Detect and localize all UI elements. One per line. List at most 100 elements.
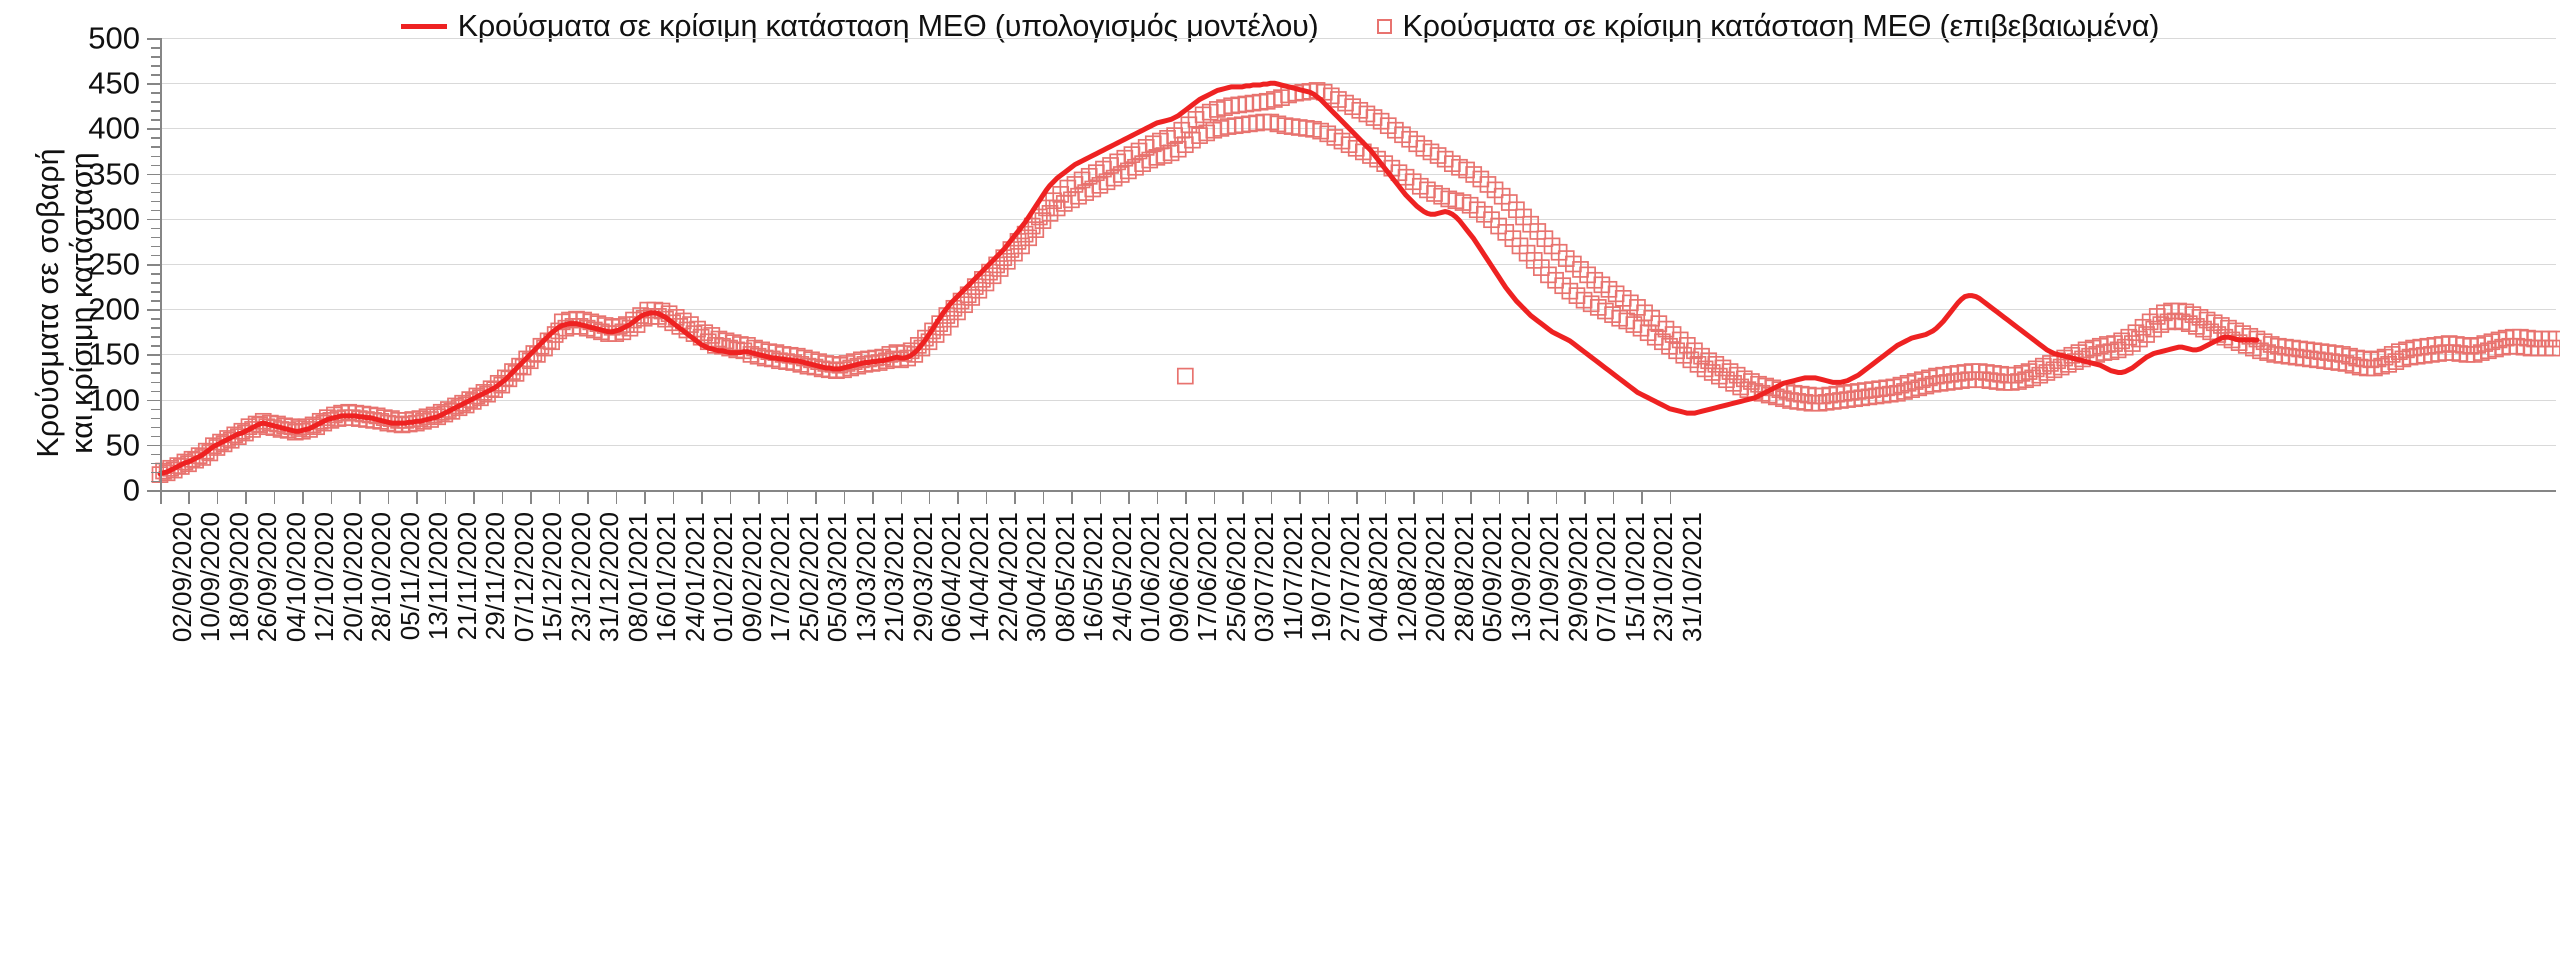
x-tick-label: 17/06/2021 [1192,512,1223,643]
x-tick-label: 10/09/2020 [195,512,226,643]
x-tick-label: 31/12/2020 [594,512,625,643]
x-tick-label: 25/02/2021 [793,512,824,643]
gridline [160,399,2556,401]
x-major-tick [359,491,361,504]
x-major-tick [644,491,646,504]
x-major-tick [928,491,931,504]
x-tick-label: 12/08/2021 [1391,512,1422,643]
x-major-tick [672,491,675,504]
x-major-tick [843,491,846,504]
legend-entry-confirmed[interactable]: Κρούσματα σε κρίσιμη κατάσταση ΜΕΘ (επιβ… [1376,11,2159,42]
x-major-tick [273,491,276,504]
x-tick-label: 24/01/2021 [679,512,710,643]
x-tick-label: 05/09/2021 [1477,512,1508,643]
x-tick-label: 17/02/2021 [765,512,796,643]
x-tick-label: 30/04/2021 [1021,512,1052,643]
gridline [160,354,2556,356]
x-tick-label: 02/09/2020 [167,512,197,643]
x-major-tick [1584,491,1586,504]
x-major-tick [786,491,789,504]
x-major-tick [1185,491,1187,504]
x-major-tick [1612,491,1615,504]
x-tick-label: 15/12/2020 [537,512,568,643]
x-major-tick [1042,491,1045,504]
data-point-marker [2547,330,2560,348]
gridline [160,83,2556,85]
x-tick-label: 01/06/2021 [1135,512,1166,643]
x-major-tick [985,491,988,504]
x-tick-label: 31/10/2021 [1676,512,1707,643]
x-major-tick [1555,491,1558,504]
x-tick-label: 18/09/2020 [223,512,254,643]
x-tick-label: 22/04/2021 [992,512,1023,643]
x-tick-label: 07/10/2021 [1591,512,1622,643]
x-tick-label: 19/07/2021 [1306,512,1337,643]
x-tick-label: 21/03/2021 [879,512,910,643]
x-major-tick [1498,491,1501,504]
x-tick-label: 14/04/2021 [964,512,995,643]
x-tick-label: 01/02/2021 [708,512,739,643]
x-tick-label: 28/10/2020 [366,512,397,643]
x-major-tick [587,491,589,504]
x-tick-label: 07/12/2020 [508,512,539,643]
x-major-tick [444,491,447,504]
x-major-tick [160,491,162,504]
x-tick-label: 09/06/2021 [1163,512,1194,643]
x-major-tick [872,491,874,504]
x-tick-label: 08/05/2021 [1049,512,1080,643]
x-tick-label: 28/08/2021 [1448,512,1479,643]
x-tick-label: 13/03/2021 [850,512,881,643]
x-tick-label: 29/11/2020 [480,512,511,641]
x-tick-label: 23/12/2020 [565,512,596,643]
x-major-tick [245,491,247,504]
x-tick-label: 23/10/2021 [1648,512,1679,643]
legend-label-model: Κρούσματα σε κρίσιμη κατάσταση ΜΕΘ (υπολ… [457,8,1319,43]
x-tick-label: 26/09/2020 [252,512,283,643]
x-major-tick [1156,491,1159,504]
legend-line-swatch-icon [400,23,447,29]
x-tick-label: 09/02/2021 [736,512,767,643]
x-major-tick [1356,491,1358,504]
gridline [160,38,2556,39]
gridline [160,128,2556,130]
x-major-tick [473,491,475,504]
gridline [160,444,2556,446]
x-major-tick [1669,491,1672,504]
x-major-tick [1413,491,1415,504]
x-major-tick [188,491,190,504]
x-tick-label: 29/03/2021 [907,512,938,643]
x-tick-label: 12/10/2020 [309,512,340,643]
x-major-tick [1384,491,1387,504]
x-major-tick [501,491,504,504]
gridline [160,309,2556,311]
x-tick-label: 11/07/2021 [1277,512,1308,641]
legend-entry-model[interactable]: Κρούσματα σε κρίσιμη κατάσταση ΜΕΘ (υπολ… [400,8,1319,43]
x-tick-label: 27/07/2021 [1334,512,1365,643]
x-tick-label: 16/01/2021 [651,512,682,643]
x-major-tick [416,491,418,504]
x-tick-label: 20/10/2020 [337,512,368,643]
x-major-tick [1641,491,1643,504]
data-point-marker-outlier [1176,367,1194,385]
plot-inner [151,38,2560,490]
x-tick-label: 03/07/2021 [1249,512,1280,643]
x-major-tick [1270,491,1273,504]
x-tick-label: 04/10/2020 [280,512,311,643]
x-major-tick [1242,491,1244,504]
x-major-tick [1470,491,1472,504]
x-tick-label: 08/01/2021 [622,512,653,643]
x-major-tick [1128,491,1130,504]
x-tick-label: 05/03/2021 [822,512,853,643]
x-major-tick [330,491,333,504]
x-tick-label: 24/05/2021 [1106,512,1137,643]
x-major-tick [758,491,760,504]
x-tick-label: 04/08/2021 [1363,512,1394,643]
series-canvas [151,80,2560,483]
x-major-tick [729,491,732,504]
x-tick-label: 20/08/2021 [1420,512,1451,643]
x-major-tick [815,491,817,504]
x-major-tick [387,491,390,504]
x-major-tick [615,491,618,504]
x-tick-label: 06/04/2021 [935,512,966,643]
